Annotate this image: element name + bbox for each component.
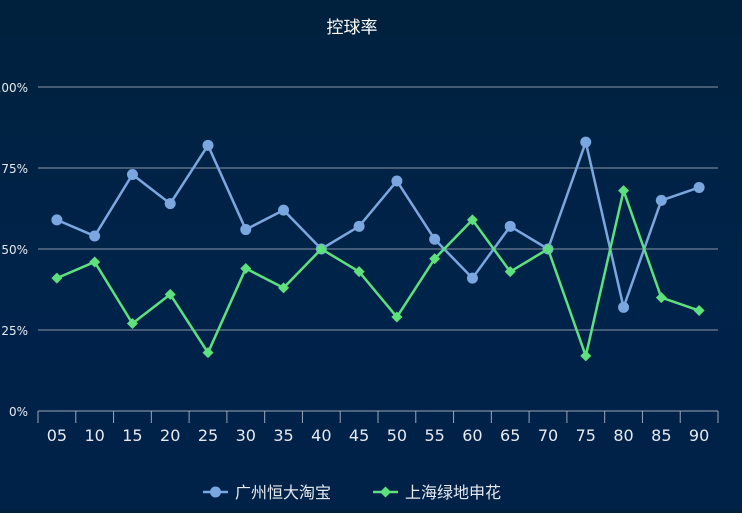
y-tick-label: 100% [0,81,28,95]
grid-lines [38,86,718,331]
data-point[interactable] [164,288,176,300]
data-point[interactable] [618,301,630,313]
data-point[interactable] [126,318,138,330]
data-point[interactable] [240,224,252,236]
x-tick-label: 65 [500,426,520,445]
legend-label: 广州恒大淘宝 [235,483,331,502]
data-point[interactable] [202,347,214,359]
data-point[interactable] [353,266,365,278]
series-line [56,189,700,358]
data-point[interactable] [580,350,592,362]
x-tick-label: 85 [651,426,671,445]
data-point[interactable] [655,194,667,206]
y-tick-label: 25% [1,324,28,338]
data-point[interactable] [164,198,176,210]
y-axis-labels: 0% 25% 50% 75% 100% [0,81,28,419]
x-tick-label: 30 [236,426,256,445]
legend-item[interactable]: 上海绿地申花 [373,483,501,502]
data-point[interactable] [391,175,403,187]
x-tick-label: 20 [160,426,180,445]
x-tick-label: 80 [613,426,633,445]
data-point[interactable] [51,214,63,226]
data-point[interactable] [315,243,327,255]
data-point[interactable] [693,305,705,317]
data-point[interactable] [655,292,667,304]
data-point[interactable] [542,243,554,255]
x-tick-label: 55 [424,426,444,445]
data-point[interactable] [278,282,290,294]
data-point[interactable] [353,220,365,232]
x-tick-label: 05 [47,426,67,445]
x-axis [37,410,719,423]
x-tick-label: 35 [273,426,293,445]
data-point[interactable] [618,185,630,197]
x-tick-label: 90 [689,426,709,445]
data-point[interactable] [51,272,63,284]
x-tick-label: 60 [462,426,482,445]
chart-title: 控球率 [327,18,378,38]
data-point[interactable] [89,230,101,242]
data-point[interactable] [504,266,516,278]
x-tick-label: 40 [311,426,331,445]
data-point[interactable] [240,262,252,274]
x-tick-label: 15 [122,426,142,445]
series-1 [51,136,705,313]
data-point[interactable] [429,233,441,245]
legend: 广州恒大淘宝 上海绿地申花 [203,483,501,502]
data-point[interactable] [504,220,516,232]
legend-marker[interactable] [210,486,221,498]
x-axis-labels: 05 10 15 20 25 30 35 40 45 50 55 60 65 70 75 80 85 90 [47,426,710,445]
x-tick-label: 45 [349,426,369,445]
series-layer [51,136,705,362]
data-point[interactable] [693,181,705,193]
data-point[interactable] [391,311,403,323]
x-tick-label: 25 [198,426,218,445]
data-point[interactable] [89,256,101,268]
legend-item[interactable]: 广州恒大淘宝 [203,483,331,502]
x-tick-label: 10 [84,426,104,445]
x-tick-label: 50 [387,426,407,445]
y-tick-label: 0% [9,405,28,419]
data-point[interactable] [202,139,214,151]
data-point[interactable] [126,168,138,180]
series-2 [51,185,705,362]
y-tick-label: 75% [1,162,28,176]
series-line [56,140,700,309]
x-tick-label: 70 [538,426,558,445]
data-point[interactable] [429,253,441,265]
data-point[interactable] [466,272,478,284]
legend-label: 上海绿地申花 [405,483,501,502]
data-point[interactable] [466,214,478,226]
legend-marker[interactable] [380,486,391,498]
y-tick-label: 50% [1,243,28,257]
data-point[interactable] [580,136,592,148]
x-tick-label: 75 [576,426,596,445]
data-point[interactable] [278,204,290,216]
